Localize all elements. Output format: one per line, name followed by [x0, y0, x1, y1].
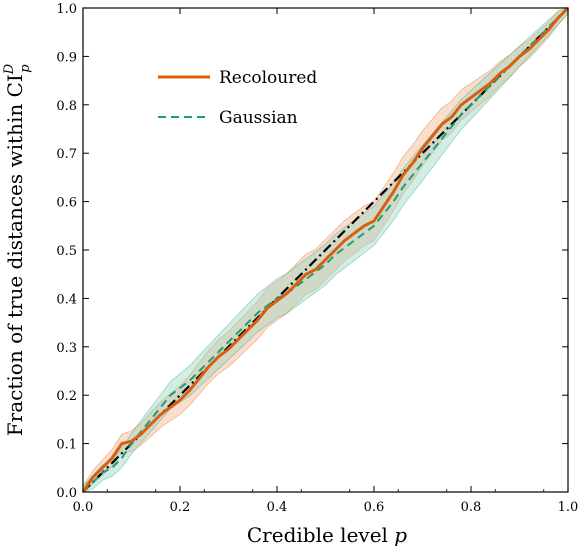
legend: Recoloured Gaussian — [158, 68, 317, 128]
y-tick-label: 0.3 — [56, 341, 77, 356]
y-tick-label: 1.0 — [56, 2, 77, 17]
y-tick-label: 0.4 — [56, 292, 77, 307]
y-tick-label: 0.0 — [56, 486, 77, 501]
y-tick-label: 0.6 — [56, 196, 77, 211]
y-tick-label: 0.1 — [56, 438, 77, 453]
y-tick-label: 0.7 — [56, 147, 77, 162]
y-axis-label: Fraction of true distances within CIDp — [2, 63, 33, 436]
x-tick-label: 0.0 — [73, 500, 94, 515]
x-tick-label: 1.0 — [558, 500, 579, 515]
x-axis-label: Credible level p — [247, 523, 407, 547]
series-line-gaussian — [82, 7, 569, 493]
y-tick-label: 0.5 — [56, 244, 77, 259]
y-tick-label: 0.2 — [56, 389, 77, 404]
axis-ticks: 0.0 0.2 0.4 0.6 0.8 1.0 0.0 0.1 0.2 0.3 0.4 0.5 0.6 0… — [56, 2, 578, 515]
x-tick-label: 0.2 — [170, 500, 191, 515]
x-tick-label: 0.8 — [461, 500, 482, 515]
y-tick-label: 0.9 — [56, 50, 77, 65]
series-lines — [81, 6, 570, 493]
y-tick-label: 0.8 — [56, 99, 77, 114]
legend-label-recoloured: Recoloured — [219, 68, 317, 88]
series-line-recoloured — [81, 6, 570, 493]
x-tick-label: 0.6 — [364, 500, 385, 515]
legend-label-gaussian: Gaussian — [219, 108, 298, 128]
x-tick-label: 0.4 — [267, 500, 288, 515]
